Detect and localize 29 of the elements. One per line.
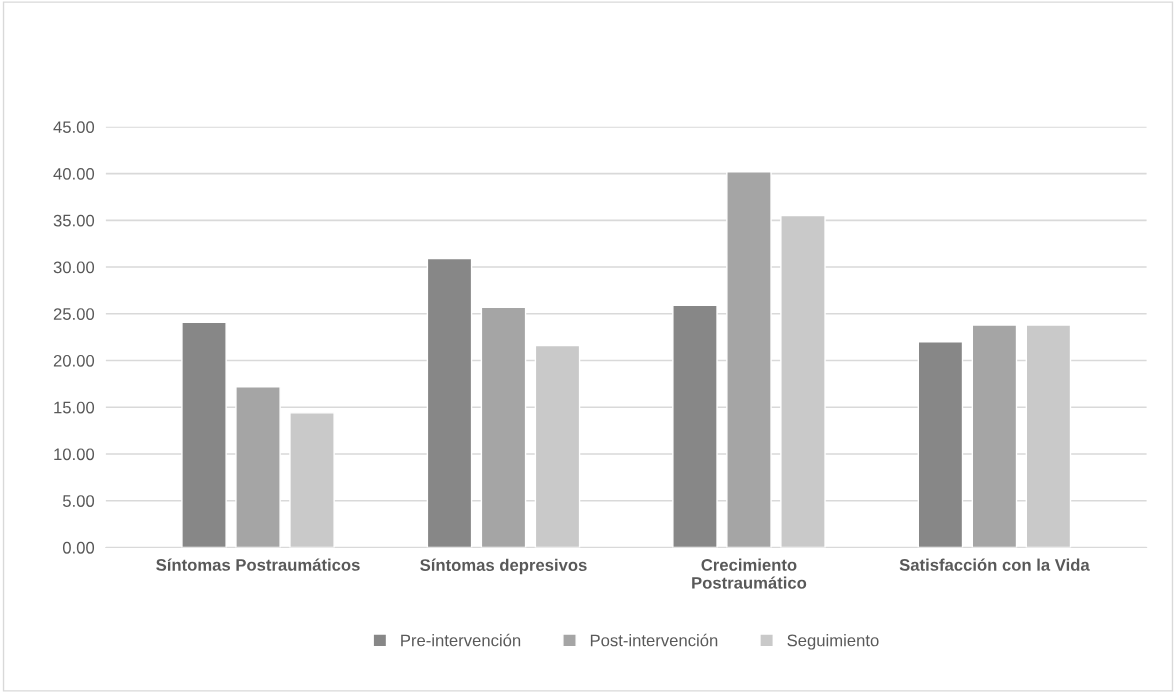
y-tick-label: 15.00 bbox=[54, 401, 95, 414]
bar bbox=[289, 412, 335, 548]
bar bbox=[780, 214, 826, 548]
legend-label: Pre-intervención bbox=[401, 633, 521, 647]
y-tick-label: 25.00 bbox=[53, 308, 95, 320]
bar bbox=[726, 170, 772, 548]
bar bbox=[672, 304, 718, 548]
bar bbox=[181, 321, 227, 548]
bar bbox=[1025, 324, 1072, 548]
x-tick-label: Crecimiento Postraumático bbox=[692, 558, 807, 589]
bar bbox=[534, 344, 581, 548]
bar bbox=[917, 341, 964, 548]
bar bbox=[480, 306, 527, 548]
x-tick-label: Satisfacción con la Vida bbox=[899, 558, 1090, 571]
bar bbox=[426, 257, 473, 548]
y-tick-label: 5.00 bbox=[62, 495, 95, 507]
x-tick-label: Síntomas Postraumáticos bbox=[156, 558, 360, 571]
y-tick-label: 30.00 bbox=[53, 261, 95, 274]
y-tick-label: 40.00 bbox=[53, 167, 95, 180]
y-tick-label: 0.00 bbox=[62, 541, 95, 554]
x-tick-label: Síntomas depresivos bbox=[420, 558, 587, 575]
y-tick-label: 10.00 bbox=[54, 448, 95, 461]
bar bbox=[971, 324, 1018, 548]
y-tick-label: 20.00 bbox=[53, 354, 95, 367]
bar bbox=[235, 385, 281, 548]
y-tick-label: 45.00 bbox=[53, 121, 95, 134]
legend-label: Post-intervención bbox=[590, 633, 718, 647]
legend-label: Seguimiento bbox=[787, 634, 879, 650]
y-tick-label: 35.00 bbox=[53, 214, 95, 227]
